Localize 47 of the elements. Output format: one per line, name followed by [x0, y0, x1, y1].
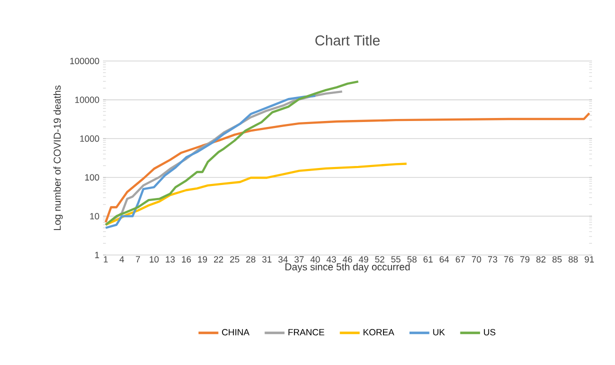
legend-label: UK — [433, 329, 445, 336]
legend-label: FRANCE — [288, 329, 324, 336]
x-tick-label: 64 — [440, 256, 449, 263]
x-tick-label: 7 — [136, 256, 140, 262]
y-tick-label: 100 — [85, 174, 100, 181]
x-tick-label: 61 — [424, 256, 433, 263]
legend-label: CHINA — [222, 329, 250, 336]
x-tick-label: 73 — [488, 256, 498, 263]
legend-label: KOREA — [364, 329, 394, 336]
legend-label: US — [484, 329, 496, 336]
x-tick-label: 22 — [214, 256, 224, 262]
x-tick-label: 43 — [326, 256, 336, 263]
x-tick-label: 79 — [520, 256, 530, 263]
x-tick-label: 1 — [104, 256, 108, 262]
x-tick-label: 85 — [552, 256, 562, 263]
x-tick-label: 37 — [294, 256, 304, 263]
x-tick-label: 55 — [391, 256, 400, 262]
x-tick-label: 28 — [246, 256, 256, 263]
x-tick-label: 16 — [182, 256, 191, 263]
x-tick-label: 40 — [310, 256, 320, 263]
x-tick-label: 19 — [198, 256, 207, 263]
x-tick-label: 10 — [150, 256, 159, 263]
x-tick-label: 25 — [230, 256, 240, 263]
y-axis-title: Log number of COVID-19 deaths — [53, 86, 63, 230]
chart-title: Chart Title — [315, 34, 380, 46]
x-tick-label: 49 — [358, 256, 368, 263]
x-tick-label: 13 — [166, 256, 175, 263]
x-tick-label: 58 — [407, 256, 417, 263]
x-tick-label: 46 — [342, 256, 352, 263]
x-tick-label: 4 — [120, 256, 124, 262]
line-series — [104, 94, 316, 229]
x-tick-label: 88 — [568, 256, 578, 263]
x-tick-label: 70 — [472, 256, 482, 263]
y-tick-label: 10000 — [75, 96, 100, 103]
x-tick-label: 82 — [536, 256, 546, 263]
line-series — [104, 112, 590, 224]
x-tick-label: 52 — [375, 256, 384, 263]
x-tick-label: 67 — [456, 256, 465, 263]
x-tick-label: 34 — [278, 256, 288, 263]
y-tick-label: 10 — [90, 213, 100, 220]
x-axis-title: Days since 5th day occurred — [285, 263, 410, 272]
y-tick-label: 1000 — [80, 135, 100, 142]
x-tick-label: 91 — [584, 256, 594, 263]
x-tick-label: 31 — [262, 256, 272, 263]
x-tick-label: 76 — [504, 256, 514, 263]
line-series — [104, 162, 408, 226]
y-tick-label: 100000 — [70, 58, 100, 64]
